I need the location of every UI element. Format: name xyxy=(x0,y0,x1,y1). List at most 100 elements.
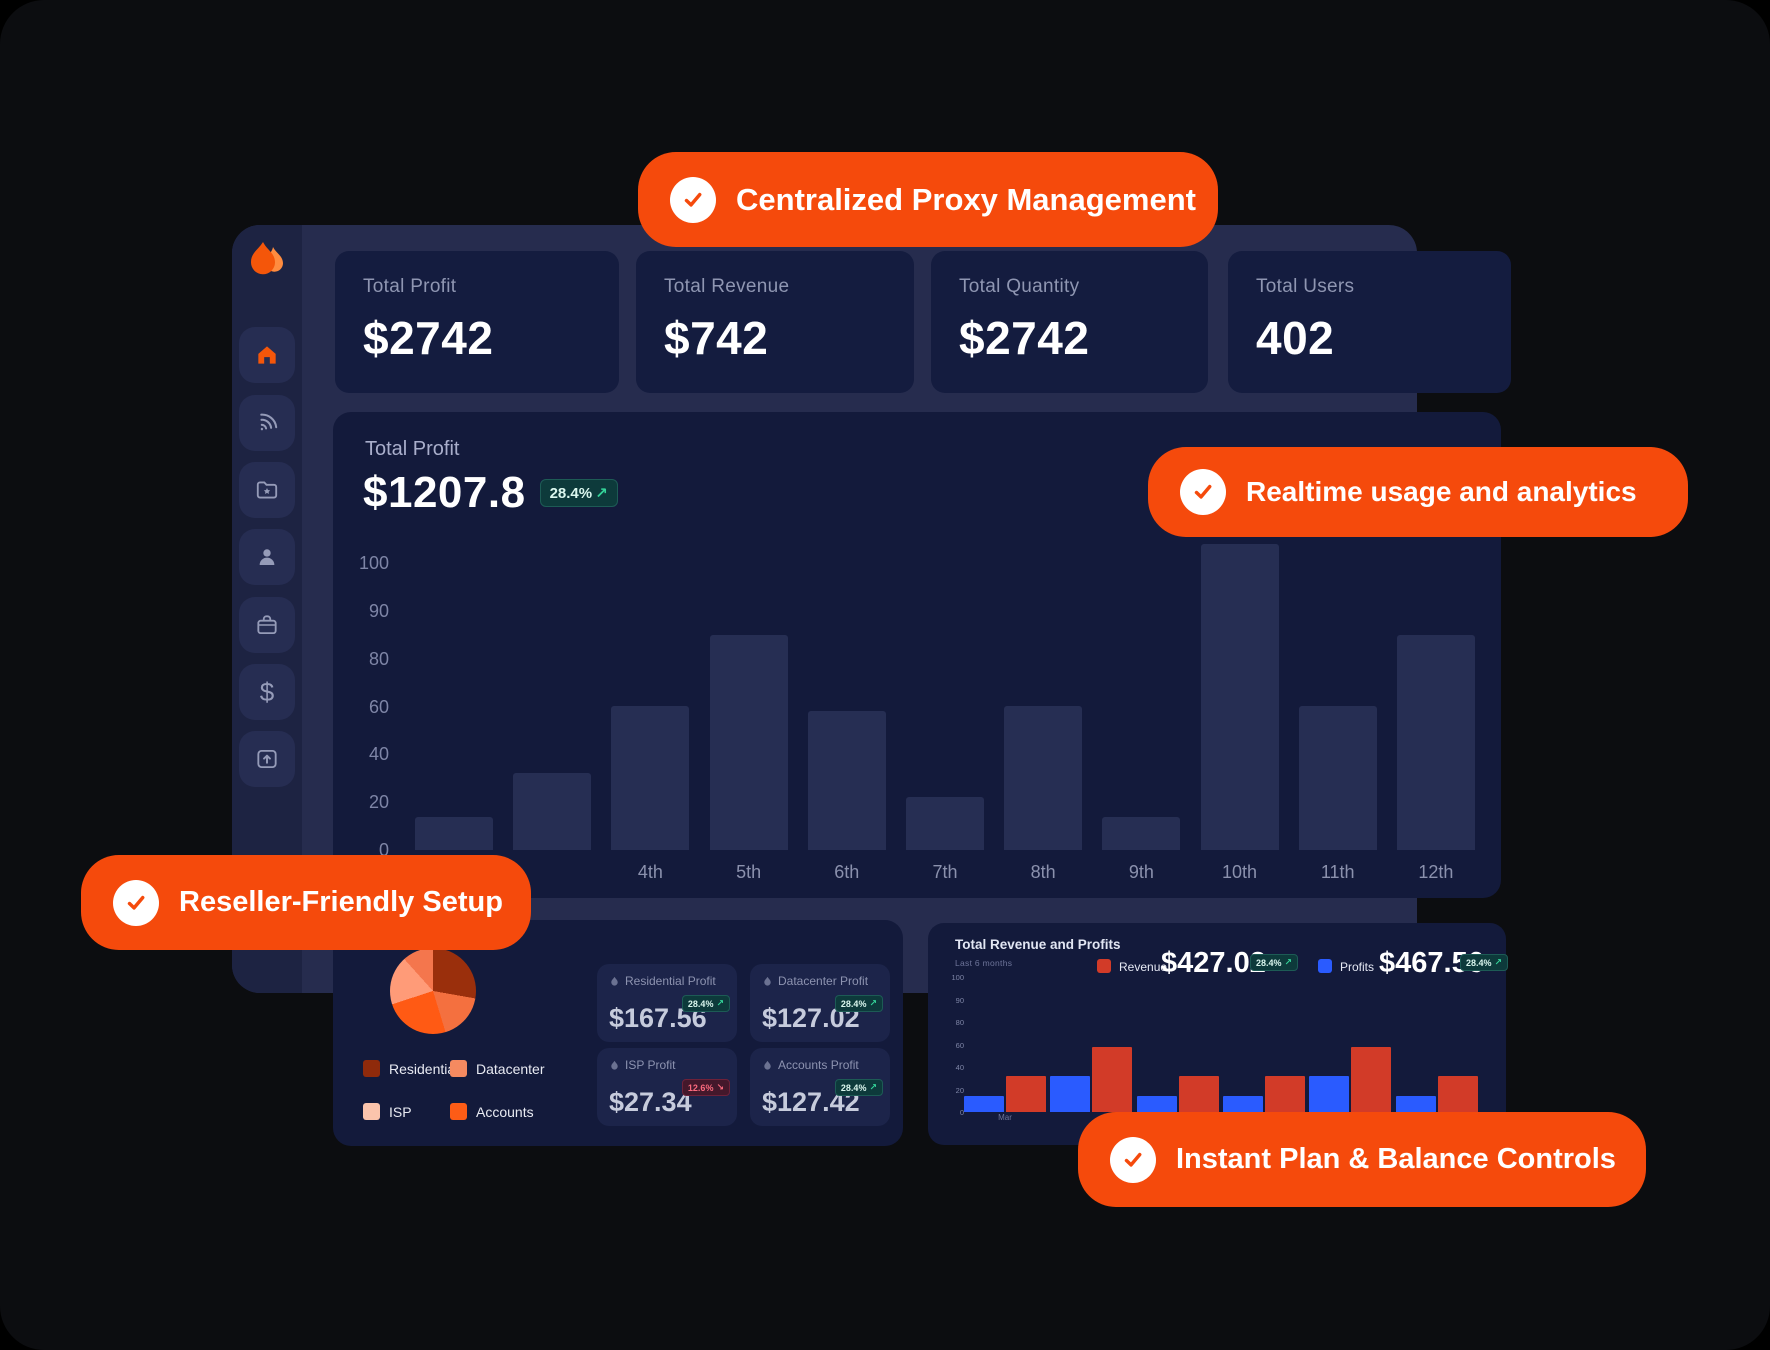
chart-headline-value: $1207.8 xyxy=(363,468,526,517)
x-tick-label: 5th xyxy=(736,862,762,882)
mini-card-residential-profit: Residential Profit $167.56 28.4% ↗ xyxy=(597,964,737,1042)
callout-realtime-usage-analytics: Realtime usage and analytics xyxy=(1148,447,1688,537)
stat-card-total-profit: Total Profit $2742 xyxy=(335,251,619,393)
y-axis: 100 90 80 60 40 20 0 xyxy=(347,553,389,860)
sidebar: $ xyxy=(232,225,302,993)
profits-bar xyxy=(1309,1076,1350,1112)
sidebar-item-folder-star[interactable] xyxy=(239,462,295,518)
profits-bar xyxy=(1050,1076,1091,1112)
flame-icon xyxy=(764,976,771,986)
stat-value: $2742 xyxy=(959,312,1090,364)
check-circle-icon xyxy=(1110,1136,1156,1183)
revenue-bar xyxy=(1351,1047,1392,1112)
x-axis: 4th 5th 6th 7th 8th 9th 10th 11th 12th xyxy=(405,862,1485,886)
trend-badge: 28.4% ↗ xyxy=(539,479,618,507)
profit-bar xyxy=(1298,706,1377,850)
stat-card-total-users: Total Users 402 xyxy=(1228,251,1511,393)
panel-title: Total Revenue and Profits xyxy=(955,937,1121,952)
mini-card-value: $27.34 xyxy=(609,1087,692,1117)
mini-card-datacenter-profit: Datacenter Profit $127.02 28.4% ↗ xyxy=(750,964,890,1042)
revenue-bar xyxy=(1006,1076,1046,1112)
legend-item-accounts: Accounts xyxy=(450,1103,534,1120)
legend-label: Accounts xyxy=(476,1103,534,1120)
revenue-bar xyxy=(1265,1076,1305,1112)
x-tick-label: 7th xyxy=(932,862,958,882)
profit-bar xyxy=(415,817,494,850)
legend-label: Datacenter xyxy=(476,1060,545,1077)
stat-label: Total Quantity xyxy=(959,276,1080,297)
legend-swatch xyxy=(450,1060,467,1077)
profit-bar xyxy=(611,706,690,850)
grouped-bar-plot xyxy=(964,977,1482,1112)
x-tick-label: 6th xyxy=(834,862,860,882)
callout-centralized-proxy-management: Centralized Proxy Management xyxy=(638,152,1218,247)
stat-value: $2742 xyxy=(363,312,494,364)
panel-subtitle: Last 6 months xyxy=(955,958,1013,968)
mini-card-isp-profit: ISP Profit $27.34 12.6% ↘ xyxy=(597,1048,737,1126)
profit-bar xyxy=(1004,706,1083,850)
profits-legend-swatch xyxy=(1318,959,1332,973)
y-tick-label: 0 xyxy=(378,840,389,860)
flame-icon xyxy=(764,1060,771,1070)
flame-logo-icon xyxy=(243,237,291,285)
mini-card-badge: 28.4% ↗ xyxy=(834,1079,883,1096)
profits-bar xyxy=(1395,1096,1436,1112)
profit-bar xyxy=(906,797,984,850)
sidebar-item-dollar[interactable]: $ xyxy=(239,664,295,720)
callout-label: Instant Plan & Balance Controls xyxy=(1176,1143,1616,1175)
profit-bar xyxy=(513,773,592,850)
sidebar-item-home[interactable] xyxy=(239,327,295,383)
profits-bar xyxy=(1136,1096,1177,1112)
chart-title: Total Profit xyxy=(365,438,460,460)
sidebar-item-wifi[interactable] xyxy=(239,395,295,451)
revenue-legend-swatch xyxy=(1097,959,1111,973)
x-tick-label: 8th xyxy=(1030,862,1056,882)
callout-label: Reseller-Friendly Setup xyxy=(179,886,503,918)
legend-swatch xyxy=(363,1103,380,1120)
callout-instant-plan-balance-controls: Instant Plan & Balance Controls xyxy=(1078,1112,1646,1207)
profit-bar xyxy=(1102,817,1181,850)
y-axis: 100 90 80 60 40 20 0 xyxy=(942,973,964,1117)
sidebar-item-card-topup[interactable] xyxy=(239,731,295,787)
check-circle-icon xyxy=(113,879,159,926)
revenue-value: $427.02 xyxy=(1161,947,1266,979)
revenue-bar xyxy=(1437,1076,1478,1112)
legend-swatch xyxy=(363,1060,380,1077)
stat-value: 402 xyxy=(1256,312,1335,364)
bar-plot xyxy=(405,544,1485,850)
profit-bar xyxy=(807,711,886,850)
y-tick-label: 90 xyxy=(955,995,964,1005)
y-tick-label: 0 xyxy=(959,1108,964,1117)
profits-legend-label: Profits xyxy=(1340,960,1375,974)
legend-label: ISP xyxy=(389,1103,412,1120)
mini-card-badge: 12.6% ↘ xyxy=(681,1079,730,1096)
revenue-profits-panel: Total Revenue and Profits Last 6 months … xyxy=(928,923,1509,1145)
legend-swatch xyxy=(450,1103,467,1120)
profit-bar xyxy=(709,635,788,850)
profit-breakdown-panel: Residential Datacenter ISP Accounts Resi… xyxy=(333,920,903,1146)
mini-card-title: Residential Profit xyxy=(609,974,716,988)
stat-label: Total Revenue xyxy=(664,276,790,297)
callout-reseller-friendly-setup: Reseller-Friendly Setup xyxy=(81,855,531,950)
revenue-bar xyxy=(1178,1076,1219,1112)
sidebar-item-briefcase[interactable] xyxy=(239,597,295,653)
x-tick-label: 12th xyxy=(1418,862,1454,882)
sidebar-item-user[interactable] xyxy=(239,529,295,585)
mini-card-title: Datacenter Profit xyxy=(762,974,868,988)
x-tick-label: 4th xyxy=(637,862,663,882)
y-tick-label: 40 xyxy=(368,744,389,765)
y-tick-label: 60 xyxy=(368,696,389,717)
callout-label: Realtime usage and analytics xyxy=(1246,476,1637,507)
stat-card-total-revenue: Total Revenue $742 xyxy=(636,251,914,393)
y-tick-label: 80 xyxy=(368,648,389,669)
profit-bar xyxy=(1396,635,1475,850)
x-tick-label: Mar xyxy=(998,1113,1012,1122)
mini-card-badge: 28.4% ↗ xyxy=(681,995,730,1012)
y-tick-label: 40 xyxy=(955,1063,964,1072)
callout-label: Centralized Proxy Management xyxy=(736,181,1196,217)
profit-breakdown-pie-chart xyxy=(390,948,476,1034)
mini-card-title: Accounts Profit xyxy=(762,1058,859,1072)
mini-card-accounts-profit: Accounts Profit $127.42 28.4% ↗ xyxy=(750,1048,890,1126)
revenue-bar xyxy=(1092,1047,1133,1112)
